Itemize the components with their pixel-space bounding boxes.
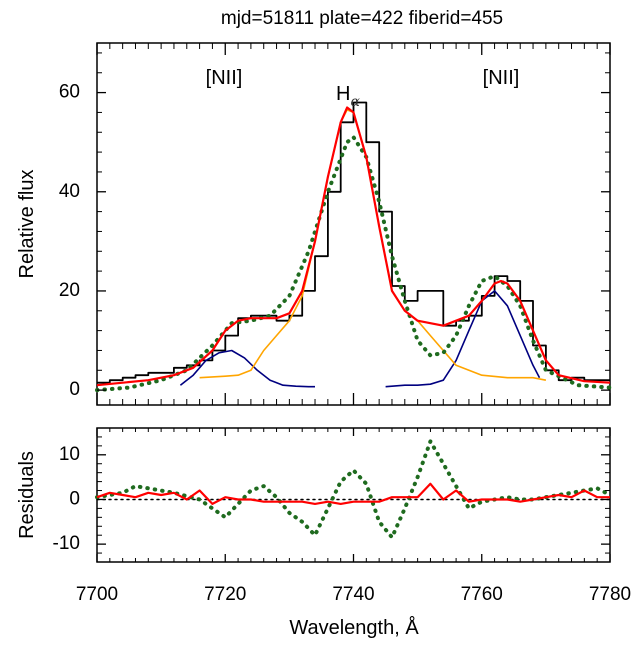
- spectrum-halpha-fit-line: [199, 109, 547, 381]
- x-axis-label: Wavelength, Å: [289, 616, 419, 639]
- spectrum-axis-ticks: [96, 43, 611, 405]
- y-tick-label-0: 0: [69, 379, 80, 400]
- residuals-series-group: [95, 439, 612, 540]
- annotation-halpha-letter: H: [336, 83, 350, 105]
- spectrum-y-tick-labels: 60 40 20 0: [59, 82, 80, 401]
- residuals-axis-ticks: [96, 427, 611, 563]
- spectrum-narrow-left-line: [179, 349, 315, 388]
- spectrum-broad-fit-line: [95, 135, 612, 393]
- residual-broad-fit-line: [95, 439, 612, 540]
- spectrum-total-fit-line: [96, 106, 611, 387]
- x-tick-labels: 7700 7720 7740 7760 7780: [76, 584, 631, 605]
- spectrum-panel: 60 40 20 0 Relative flux [NII] Hα [NII]: [16, 42, 612, 406]
- residual-y-tick-label-0: 0: [69, 488, 80, 509]
- x-tick-label-7700: 7700: [76, 584, 118, 605]
- chart-title: mjd=51811 plate=422 fiberid=455: [221, 8, 503, 29]
- x-tick-label-7780: 7780: [589, 584, 631, 605]
- residuals-y-axis-label: Residuals: [16, 451, 38, 539]
- annotation-halpha-subscript: α: [350, 94, 360, 110]
- y-tick-label-40: 40: [59, 181, 80, 202]
- annotation-halpha: Hα: [336, 83, 360, 110]
- x-tick-label-7760: 7760: [461, 584, 503, 605]
- spectrum-narrow-right-line: [385, 290, 541, 388]
- residual-y-tick-label-minus10: -10: [53, 533, 80, 554]
- residuals-panel: 10 0 -10 7700 7720 7740 7760 7780 Residu…: [16, 427, 631, 639]
- residual-y-tick-label-10: 10: [59, 444, 80, 465]
- x-tick-label-7740: 7740: [332, 584, 374, 605]
- spectrum-y-axis-label: Relative flux: [16, 170, 38, 279]
- x-tick-label-7720: 7720: [204, 584, 246, 605]
- residuals-y-tick-labels: 10 0 -10: [53, 444, 80, 554]
- annotation-nii-left: [NII]: [206, 67, 243, 89]
- residual-total-fit-line: [96, 482, 610, 505]
- annotation-nii-right: [NII]: [483, 67, 520, 89]
- spectrum-series-group: [95, 101, 612, 393]
- y-tick-label-60: 60: [59, 82, 80, 103]
- y-tick-label-20: 20: [59, 280, 80, 301]
- residuals-plot-frame: [96, 427, 611, 563]
